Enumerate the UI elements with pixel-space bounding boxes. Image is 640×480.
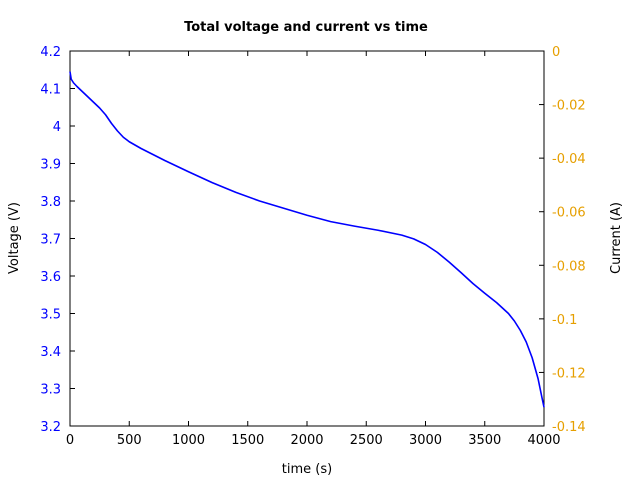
y-axis-left: 3.2 3.3 3.4 3.5 3.6 3.7 3.8 3.9 4 4.1 4.2 (40, 45, 75, 435)
y-axis-left-label: Voltage (V) (7, 202, 22, 274)
y-left-tick-label: 3.6 (40, 270, 61, 285)
y-left-tick-label: 4.2 (40, 45, 61, 60)
y-left-tick-label: 3.4 (40, 345, 61, 360)
x-axis: 0 500 1000 1500 2000 2500 3000 3500 4000 (66, 51, 561, 448)
y-right-tick-label: -0.08 (552, 259, 586, 274)
x-tick-label: 0 (66, 433, 74, 448)
x-tick-label: 1000 (172, 433, 205, 448)
x-tick-label: 3500 (468, 433, 501, 448)
y-right-tick-label: -0.04 (552, 152, 586, 167)
series-layer (69, 71, 545, 408)
y-left-tick-label: 3.2 (40, 420, 61, 435)
y-left-tick-label: 4.1 (40, 83, 61, 98)
x-tick-label: 3000 (409, 433, 442, 448)
y-left-tick-label: 3.9 (40, 158, 61, 173)
voltage-series-line (69, 71, 545, 408)
y-left-tick-label: 3.5 (40, 308, 61, 323)
y-right-tick-label: 0 (552, 45, 560, 60)
y-left-tick-label: 3.8 (40, 195, 61, 210)
y-left-tick-label: 3.3 (40, 383, 61, 398)
y-right-tick-label: -0.1 (552, 313, 577, 328)
x-axis-label: time (s) (282, 462, 332, 477)
y-axis-right-label: Current (A) (609, 202, 624, 274)
plot-frame (69, 50, 545, 427)
y-left-tick-label: 3.7 (40, 233, 61, 248)
y-left-tick-label: 4 (53, 120, 61, 135)
plot-area (69, 50, 545, 427)
chart-title: Total voltage and current vs time (184, 20, 428, 35)
x-tick-label: 500 (117, 433, 142, 448)
x-tick-label: 4000 (527, 433, 560, 448)
y-right-tick-label: -0.06 (552, 206, 586, 221)
y-right-tick-label: -0.12 (552, 366, 586, 381)
y-axis-right: -0.14 -0.12 -0.1 -0.08 -0.06 -0.04 -0.02 0 (539, 45, 586, 435)
x-tick-label: 1500 (231, 433, 264, 448)
y-right-tick-label: -0.14 (552, 420, 586, 435)
x-tick-label: 2500 (350, 433, 383, 448)
x-tick-label: 2000 (290, 433, 323, 448)
y-right-tick-label: -0.02 (552, 99, 586, 114)
